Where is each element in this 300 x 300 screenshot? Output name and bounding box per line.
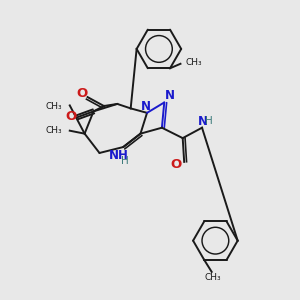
Text: O: O	[170, 158, 182, 171]
Text: CH₃: CH₃	[46, 101, 62, 110]
Text: O: O	[76, 87, 87, 100]
Text: N: N	[165, 89, 175, 102]
Text: N: N	[140, 100, 151, 113]
Text: CH₃: CH₃	[186, 58, 202, 67]
Text: CH₃: CH₃	[46, 126, 62, 135]
Text: NH: NH	[109, 149, 129, 162]
Text: H: H	[205, 116, 212, 126]
Text: O: O	[65, 110, 76, 123]
Text: H: H	[121, 156, 129, 166]
Text: CH₃: CH₃	[205, 273, 221, 282]
Text: N: N	[198, 115, 208, 128]
